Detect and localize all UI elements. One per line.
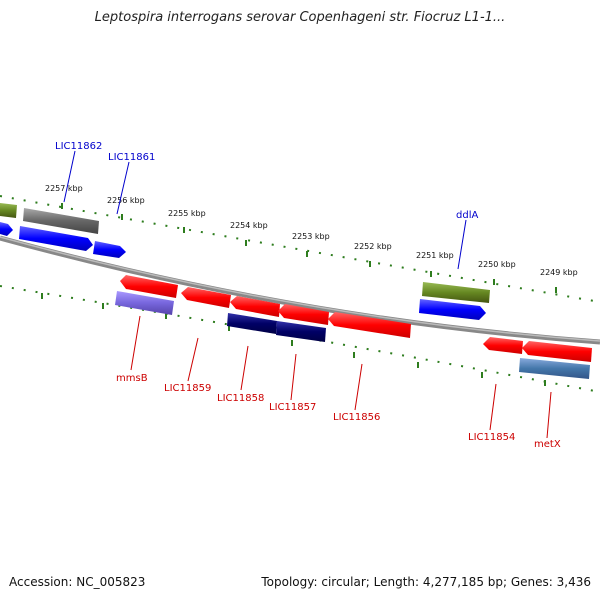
kbp-label: 2252 kbp [354, 242, 392, 251]
kbp-label: 2253 kbp [292, 232, 330, 241]
genome-title: Leptospira interrogans serovar Copenhage… [94, 10, 506, 25]
gene-label-metx[interactable]: metX [534, 439, 561, 450]
gene-arrow[interactable] [0, 203, 17, 218]
kbp-label: 2254 kbp [230, 221, 268, 230]
gene-arrow[interactable] [522, 341, 592, 362]
gene-label-lic11862[interactable]: LIC11862 [55, 141, 102, 152]
gene-arrow[interactable] [328, 312, 411, 338]
gene-arrow[interactable] [181, 287, 231, 308]
kbp-label: 2249 kbp [540, 268, 578, 277]
kbp-label: 2251 kbp [416, 251, 454, 260]
accession-label: Accession: NC_005823 [9, 575, 146, 589]
gene-arrow[interactable] [93, 241, 126, 258]
gene-arrow[interactable] [278, 304, 329, 325]
gene-arrow[interactable] [0, 222, 13, 236]
reverse-label-leaders [130, 315, 552, 439]
gene-arrow[interactable] [23, 208, 99, 234]
gene-arrow[interactable] [230, 296, 280, 317]
gene-label-mmsb[interactable]: mmsB [116, 373, 148, 384]
reverse-genes [115, 275, 592, 379]
gene-label-lic11859[interactable]: LIC11859 [164, 383, 211, 394]
gene-arrow[interactable] [276, 321, 326, 342]
forward-genes [0, 203, 490, 320]
gene-label-lic11861[interactable]: LIC11861 [108, 152, 155, 163]
gene-arrow[interactable] [483, 337, 523, 354]
outer-tick-track [0, 195, 600, 303]
gene-arrow[interactable] [519, 358, 590, 379]
gene-label-ddla[interactable]: ddlA [456, 210, 478, 221]
genome-summary: Topology: circular; Length: 4,277,185 bp… [261, 575, 591, 589]
outer-major-ticks [61, 203, 557, 293]
gene-arrow[interactable] [19, 226, 93, 251]
genome-backbone [0, 235, 600, 345]
gene-arrow[interactable] [419, 299, 486, 320]
gene-arrow[interactable] [115, 291, 174, 315]
kbp-label: 2257 kbp [45, 184, 83, 193]
gene-arrow[interactable] [422, 282, 490, 303]
inner-major-ticks [41, 293, 546, 386]
kbp-label: 2250 kbp [478, 260, 516, 269]
gene-label-lic11856[interactable]: LIC11856 [333, 412, 380, 423]
gene-label-lic11854[interactable]: LIC11854 [468, 432, 515, 443]
kbp-label: 2255 kbp [168, 209, 206, 218]
gene-arrow[interactable] [120, 275, 178, 298]
gene-arrow[interactable] [227, 313, 277, 334]
forward-label-leaders [63, 150, 467, 270]
inner-tick-track [0, 285, 600, 393]
gene-label-lic11857[interactable]: LIC11857 [269, 402, 316, 413]
kbp-label: 2256 kbp [107, 196, 145, 205]
gene-label-lic11858[interactable]: LIC11858 [217, 393, 264, 404]
